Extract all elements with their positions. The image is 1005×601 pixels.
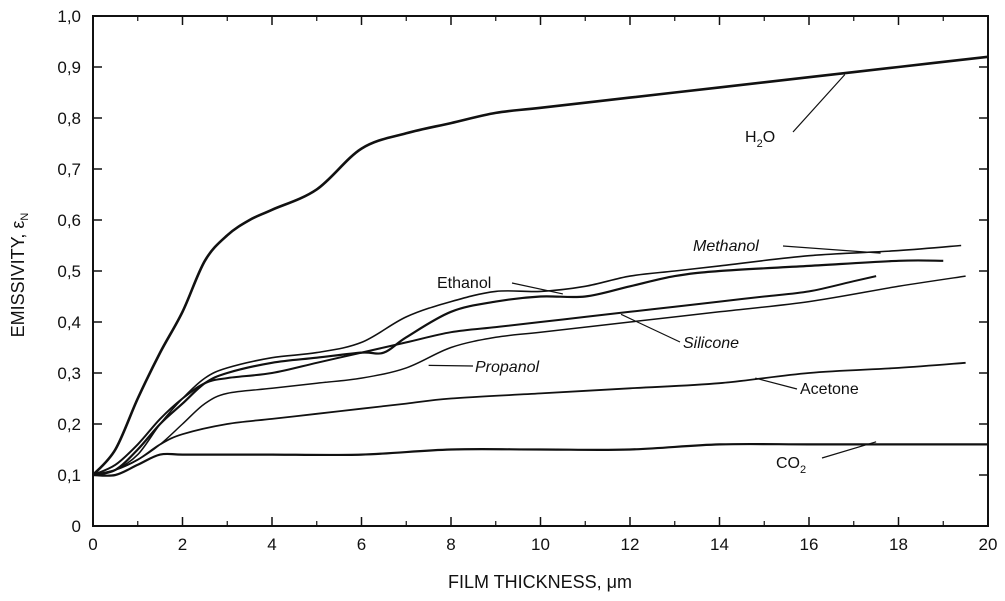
x-tick-label: 14 <box>710 535 729 554</box>
x-tick-label: 12 <box>621 535 640 554</box>
series-lines <box>92 55 989 477</box>
x-tick-label: 6 <box>357 535 366 554</box>
leader-line-methanol <box>782 245 881 254</box>
y-tick-label: 0,9 <box>57 58 81 77</box>
series-line-acetone <box>92 361 966 476</box>
leader-line-propanol <box>428 364 474 367</box>
series-line-methanol <box>92 244 962 476</box>
series-label-h: H2O <box>745 129 775 150</box>
leader-line-silicone <box>620 313 681 343</box>
x-tick-label: 4 <box>267 535 276 554</box>
y-tick-label: 0,7 <box>57 160 81 179</box>
series-labels: H2O Methanol Ethanol Silicone Propanol Aceton… <box>428 74 881 476</box>
leader-line-acetone <box>755 377 798 390</box>
leader-line-co <box>821 441 877 459</box>
series-line-ethanol <box>92 259 944 477</box>
series-label-methanol: Methanol <box>693 238 759 255</box>
leader-line-h <box>792 74 846 133</box>
x-tick-label: 8 <box>446 535 455 554</box>
series-label-co: CO2 <box>776 455 806 476</box>
x-tick-label: 18 <box>889 535 908 554</box>
series-line-h <box>92 55 989 476</box>
y-tick-label: 0,5 <box>57 262 81 281</box>
series-label-ethanol: Ethanol <box>437 275 491 292</box>
y-tick-label: 0,8 <box>57 109 81 128</box>
x-tick-label: 20 <box>979 535 998 554</box>
y-tick-label: 0,3 <box>57 364 81 383</box>
y-tick-label: 0 <box>72 517 81 536</box>
series-label-propanol: Propanol <box>475 359 539 376</box>
x-axis-title: FILM THICKNESS, μm <box>448 572 632 592</box>
y-tick-label: 0,4 <box>57 313 81 332</box>
x-tick-label: 2 <box>178 535 187 554</box>
y-tick-label: 0,1 <box>57 466 81 485</box>
y-axis-title: EMISSIVITY, εN <box>8 213 31 338</box>
x-tick-label: 0 <box>88 535 97 554</box>
y-tick-label: 1,0 <box>57 7 81 26</box>
x-tick-label: 16 <box>800 535 819 554</box>
x-tick-label: 10 <box>531 535 550 554</box>
y-tick-label: 0,6 <box>57 211 81 230</box>
ticks: 0 2 4 6 8 10 12 14 16 18 20 0 0,1 0,2 0,3 0,4 0,5 0,6 0,7 0… <box>57 7 997 554</box>
series-line-silicone <box>92 275 877 476</box>
y-tick-label: 0,2 <box>57 415 81 434</box>
series-line-co <box>92 442 988 477</box>
leader-line-ethanol <box>511 282 564 295</box>
series-label-silicone: Silicone <box>683 335 739 352</box>
series-label-acetone: Acetone <box>800 381 859 398</box>
